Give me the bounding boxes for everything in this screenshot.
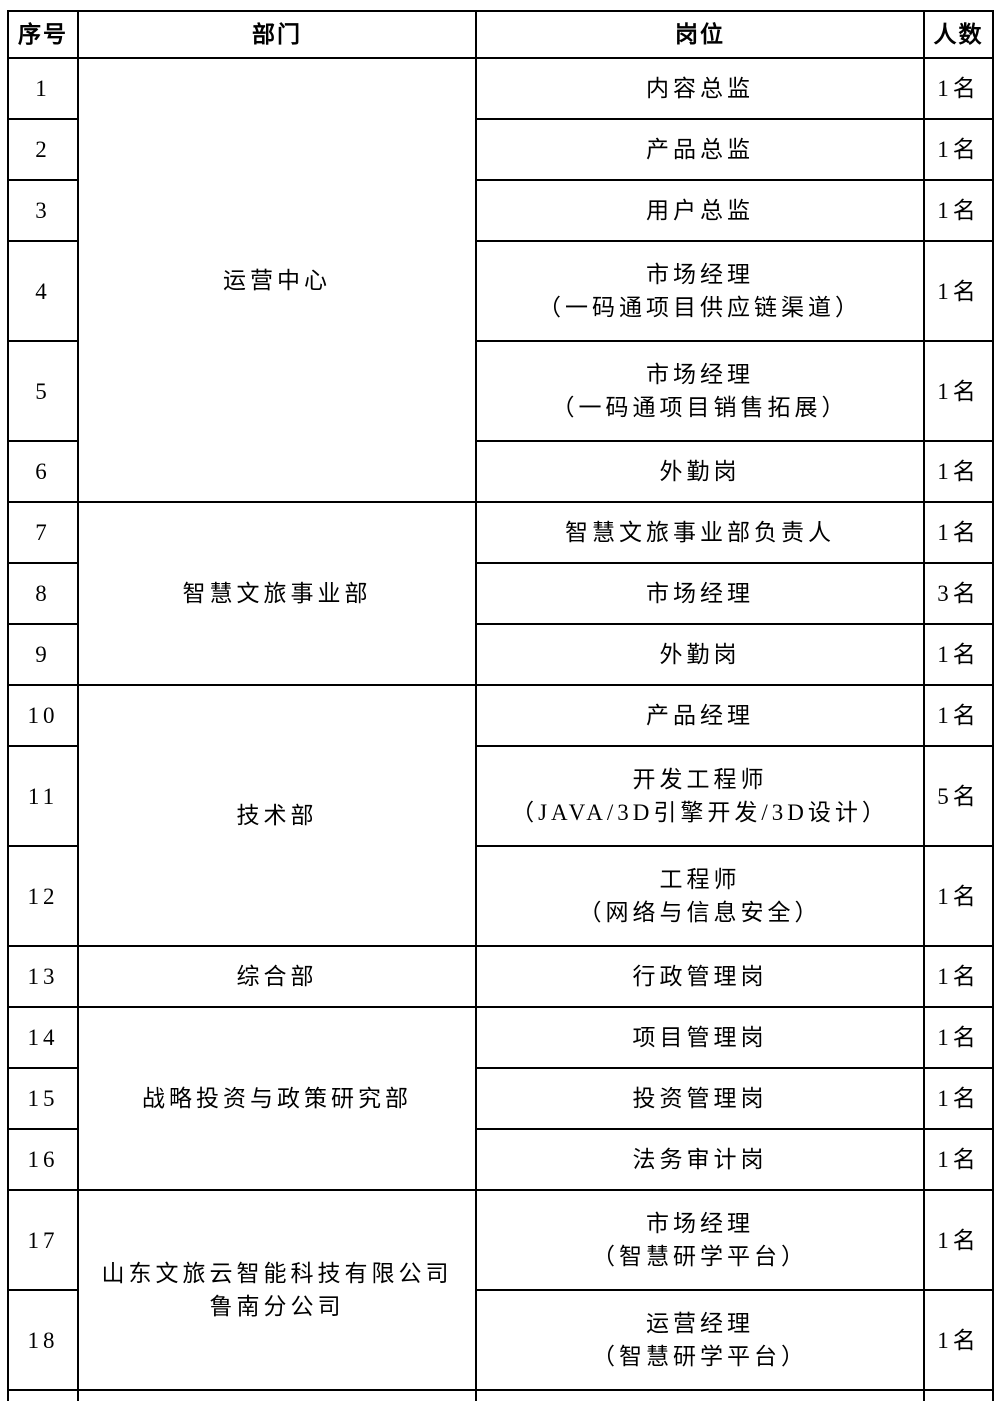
table-row: 17 山东文旅云智能科技有限公司 鲁南分公司 市场经理 （智慧研学平台） 1名 <box>7 1189 994 1391</box>
department-cell: 技术部 <box>77 684 477 947</box>
headcount-cell: 1名 <box>923 1189 994 1291</box>
headcount-cell: 1名 <box>923 240 994 342</box>
position-cell: 行政管理岗 <box>475 945 925 1008</box>
headcount-cell: 1名 <box>923 501 994 564</box>
position-cell: 开发工程师 （JAVA/3D引擎开发/3D设计） <box>475 745 925 847</box>
position-cell: 外勤岗 <box>475 440 925 503</box>
position-cell: 法务审计岗 <box>475 1128 925 1191</box>
department-cell <box>77 1389 477 1401</box>
headcount-cell: 1名 <box>923 57 994 120</box>
position-cell: 产品总监 <box>475 118 925 181</box>
table-row: 3 用户总监 1名 <box>7 179 994 242</box>
table-row: 7 智慧文旅事业部 智慧文旅事业部负责人 1名 <box>7 501 994 686</box>
position-cell <box>475 1389 925 1401</box>
table-row: 14 战略投资与政策研究部 项目管理岗 1名 <box>7 1006 994 1191</box>
position-cell: 用户总监 <box>475 179 925 242</box>
position-cell: 外勤岗 <box>475 623 925 686</box>
row-number-cell: 12 <box>7 845 79 947</box>
position-cell: 市场经理 <box>475 562 925 625</box>
row-number-cell: 14 <box>7 1006 79 1069</box>
row-number-cell: 5 <box>7 340 79 442</box>
table-row: 2 产品总监 1名 <box>7 118 994 181</box>
department-cell: 运营中心 <box>77 57 477 503</box>
header-position: 岗位 <box>475 10 925 59</box>
headcount-cell <box>923 1389 994 1401</box>
table-row: 10 技术部 产品经理 1名 <box>7 684 994 947</box>
row-number-cell: 10 <box>7 684 79 747</box>
header-headcount: 人数 <box>923 10 994 59</box>
headcount-cell: 1名 <box>923 179 994 242</box>
row-number-cell: 3 <box>7 179 79 242</box>
position-cell: 工程师 （网络与信息安全） <box>475 845 925 947</box>
row-number-cell: 16 <box>7 1128 79 1191</box>
position-cell: 投资管理岗 <box>475 1067 925 1130</box>
table-row: 15 投资管理岗 1名 <box>7 1067 994 1130</box>
headcount-cell: 1名 <box>923 1006 994 1069</box>
position-cell: 运营经理 （智慧研学平台） <box>475 1289 925 1391</box>
position-cell: 市场经理 （一码通项目供应链渠道） <box>475 240 925 342</box>
headcount-cell: 1名 <box>923 623 994 686</box>
department-cell: 综合部 <box>77 945 477 1008</box>
table-row: 4 市场经理 （一码通项目供应链渠道） 1名 <box>7 240 994 342</box>
headcount-cell: 1名 <box>923 1289 994 1391</box>
row-number-cell: 11 <box>7 745 79 847</box>
position-cell: 项目管理岗 <box>475 1006 925 1069</box>
table-row: 16 法务审计岗 1名 <box>7 1128 994 1191</box>
table-row: 18 运营经理 （智慧研学平台） 1名 <box>7 1289 994 1391</box>
department-cell: 智慧文旅事业部 <box>77 501 477 686</box>
position-cell: 市场经理 （智慧研学平台） <box>475 1189 925 1291</box>
headcount-cell: 1名 <box>923 945 994 1008</box>
row-number-cell: 13 <box>7 945 79 1008</box>
department-cell: 战略投资与政策研究部 <box>77 1006 477 1191</box>
row-number-cell: 9 <box>7 623 79 686</box>
row-number-cell: 2 <box>7 118 79 181</box>
header-department: 部门 <box>77 10 477 59</box>
table-row: 6 外勤岗 1名 <box>7 440 994 503</box>
headcount-cell: 1名 <box>923 1067 994 1130</box>
row-number-cell: 1 <box>7 57 79 120</box>
table-row: 9 外勤岗 1名 <box>7 623 994 686</box>
header-row: 序号 部门 岗位 人数 <box>7 10 994 59</box>
position-cell: 内容总监 <box>475 57 925 120</box>
headcount-cell: 1名 <box>923 684 994 747</box>
table-row: 13 综合部 行政管理岗 1名 <box>7 945 994 1008</box>
recruitment-table: 序号 部门 岗位 人数 1 运营中心 内容总监 1名 2 产品总监 1名 3 用… <box>7 10 994 1401</box>
headcount-cell: 1名 <box>923 118 994 181</box>
table-row: 5 市场经理 （一码通项目销售拓展） 1名 <box>7 340 994 442</box>
position-cell: 智慧文旅事业部负责人 <box>475 501 925 564</box>
row-number-cell: 4 <box>7 240 79 342</box>
header-serial-number: 序号 <box>7 10 79 59</box>
row-number-cell: 17 <box>7 1189 79 1291</box>
position-cell: 市场经理 （一码通项目销售拓展） <box>475 340 925 442</box>
headcount-cell: 1名 <box>923 440 994 503</box>
table-row: 1 运营中心 内容总监 1名 <box>7 57 994 503</box>
table-row-cropped <box>7 1389 994 1401</box>
position-cell: 产品经理 <box>475 684 925 747</box>
row-number-cell <box>7 1389 79 1401</box>
row-number-cell: 8 <box>7 562 79 625</box>
row-number-cell: 18 <box>7 1289 79 1391</box>
table-row: 11 开发工程师 （JAVA/3D引擎开发/3D设计） 5名 <box>7 745 994 847</box>
headcount-cell: 1名 <box>923 340 994 442</box>
headcount-cell: 1名 <box>923 845 994 947</box>
row-number-cell: 15 <box>7 1067 79 1130</box>
headcount-cell: 3名 <box>923 562 994 625</box>
row-number-cell: 6 <box>7 440 79 503</box>
row-number-cell: 7 <box>7 501 79 564</box>
table-row: 12 工程师 （网络与信息安全） 1名 <box>7 845 994 947</box>
headcount-cell: 1名 <box>923 1128 994 1191</box>
table-row: 8 市场经理 3名 <box>7 562 994 625</box>
headcount-cell: 5名 <box>923 745 994 847</box>
department-cell: 山东文旅云智能科技有限公司 鲁南分公司 <box>77 1189 477 1391</box>
